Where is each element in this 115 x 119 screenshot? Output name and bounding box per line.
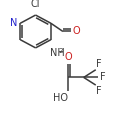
Text: F: F: [95, 59, 101, 69]
Text: HO: HO: [52, 93, 67, 103]
Text: F: F: [99, 72, 104, 82]
Text: F: F: [95, 86, 101, 96]
Text: NH: NH: [50, 48, 65, 58]
Text: O: O: [72, 26, 79, 36]
Text: O: O: [64, 52, 72, 62]
Text: N: N: [10, 18, 17, 28]
Text: Cl: Cl: [31, 0, 40, 9]
Text: 2: 2: [58, 48, 63, 54]
